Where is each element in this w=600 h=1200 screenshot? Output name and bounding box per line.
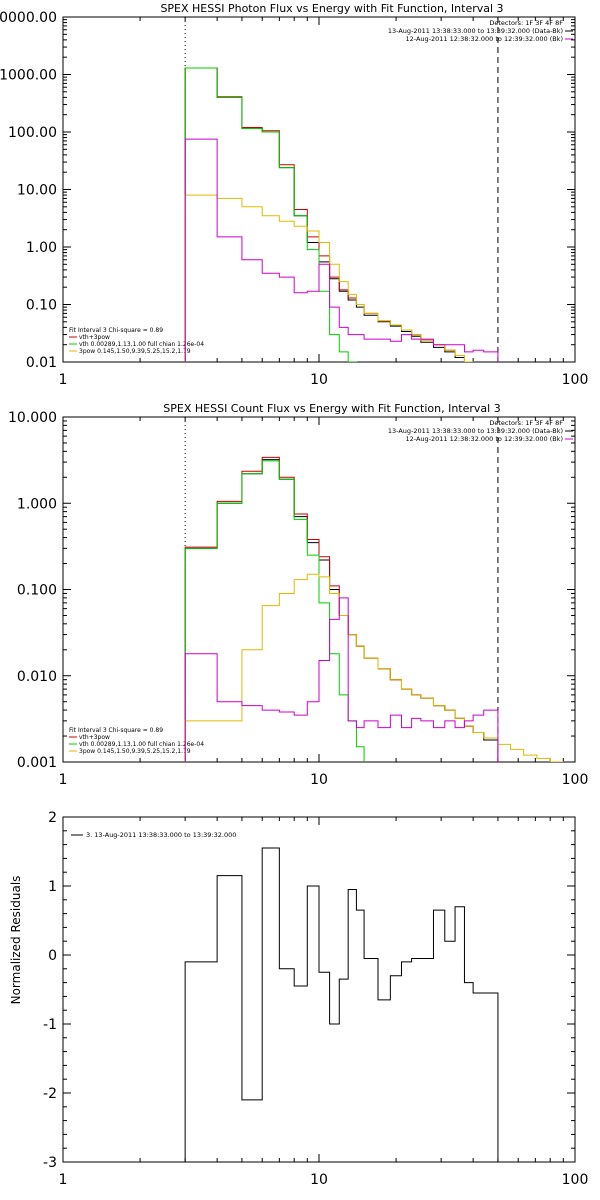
x-tick-label: 1: [59, 1172, 68, 1188]
y-axis: -3 -2 -1 0 1 2: [43, 810, 575, 1171]
series-1-line: [184, 456, 499, 762]
y-tick-label: 0.100: [17, 583, 57, 599]
legend-entry: 3. 13-Aug-2011 13:38:33.000 to 13:39:32.…: [86, 831, 236, 839]
legend-bottom-entry: vth 0.00289,1.13,1.00 full chian 1.26e-0…: [79, 341, 204, 348]
y-tick-label: 1000.00: [0, 68, 57, 84]
legend-bottom-entry: 3pow 0.145,1.50,9.39,5.25,15.2,1.79: [79, 748, 191, 755]
y-tick-label: 1.000: [17, 496, 57, 512]
x-tick-label: 1: [59, 372, 68, 388]
residuals-legend: 3. 13-Aug-2011 13:38:33.000 to 13:39:32.…: [71, 831, 236, 839]
y-tick-label: 10.000: [8, 410, 57, 426]
y-tick-label: 100.00: [8, 125, 57, 141]
legend-bottom-entry: Fit Interval 3 Chi-square = 0.89: [69, 327, 163, 334]
y-tick-label: -3: [43, 1155, 57, 1171]
series-2-line: [184, 460, 365, 762]
x-tick-label: 1: [59, 772, 68, 788]
legend-bottom-entry: 3pow 0.145,1.50,9.39,5.25,15.2,1.79: [79, 348, 191, 355]
y-tick-label: 0: [48, 948, 57, 964]
x-tick-label: 100: [562, 372, 589, 388]
legend-top-entry: 13-Aug-2011 13:38:33.000 to 13:39:32.000…: [388, 27, 563, 35]
x-tick-label: 100: [562, 772, 589, 788]
legend-bottom-entry: vth+3pow: [79, 734, 110, 741]
y-tick-label: 0.10: [26, 298, 57, 314]
y-tick-label: 0.01: [26, 355, 57, 371]
legend-top-entry: 12-Aug-2011 12:38:32.000 to 12:39:32.000…: [406, 435, 563, 443]
legend-bottom-entry: Fit Interval 3 Chi-square = 0.89: [69, 727, 163, 734]
y-axis: 0.01 0.10 1.00 10.00 100.00 1000.00 10000.00: [0, 10, 575, 371]
photon-flux-legend-bottom: Fit Interval 3 Chi-square = 0.89vth+3pow…: [69, 327, 204, 355]
y-tick-label: 2: [48, 810, 57, 826]
series-0-line: [184, 847, 499, 1162]
series-4-line: [184, 138, 499, 362]
photon-flux-title: SPEX HESSI Photon Flux vs Energy with Fi…: [160, 2, 503, 15]
y-tick-label: 1.00: [26, 240, 57, 256]
x-axis: 1 10 100: [59, 817, 589, 1188]
y-tick-label: -1: [43, 1017, 57, 1033]
y-axis: 0.001 0.010 0.100 1.000 10.000: [8, 410, 575, 771]
y-tick-label: -2: [43, 1086, 57, 1102]
x-axis: 1 10 100: [59, 417, 589, 788]
series-0-line: [184, 67, 465, 362]
y-tick-label: 10000.00: [0, 10, 57, 26]
y-tick-label: 10.00: [17, 183, 57, 199]
legend-bottom-entry: vth 0.00289,1.13,1.00 full chian 1.26e-0…: [79, 741, 204, 748]
count-flux-legend-bottom: Fit Interval 3 Chi-square = 0.89vth+3pow…: [69, 727, 204, 755]
series-2-line: [184, 67, 357, 362]
legend-top-entry: Detectors: 1F 3F 4F 8F: [489, 419, 563, 427]
x-tick-label: 100: [562, 1172, 589, 1188]
y-tick-label: 1: [48, 879, 57, 895]
photon-flux-panel: SPEX HESSI Photon Flux vs Energy with Fi…: [0, 2, 589, 388]
series-1-line: [184, 67, 474, 362]
series-3-line: [184, 573, 564, 762]
legend-bottom-entry: vth+3pow: [79, 334, 110, 341]
residuals-panel: Normalized Residuals 3. 13-Aug-2011 13:3…: [9, 810, 588, 1188]
series-3-line: [184, 194, 474, 362]
legend-top-entry: 12-Aug-2011 12:38:32.000 to 12:39:32.000…: [406, 35, 563, 43]
y-tick-label: 0.010: [17, 669, 57, 685]
count-flux-panel: SPEX HESSI Count Flux vs Energy with Fit…: [8, 402, 588, 788]
residuals-ylabel: Normalized Residuals: [9, 876, 23, 1005]
count-flux-title: SPEX HESSI Count Flux vs Energy with Fit…: [163, 402, 500, 415]
legend-top-entry: 13-Aug-2011 13:38:33.000 to 13:39:32.000…: [388, 427, 563, 435]
x-axis: 1 10 100: [59, 17, 589, 388]
x-tick-label: 10: [310, 1172, 328, 1188]
x-tick-label: 10: [310, 772, 328, 788]
series-4-line: [184, 597, 499, 762]
legend-top-entry: Detectors: 1F 3F 4F 8F: [489, 19, 563, 27]
y-tick-label: 0.001: [17, 755, 57, 771]
x-tick-label: 10: [310, 372, 328, 388]
